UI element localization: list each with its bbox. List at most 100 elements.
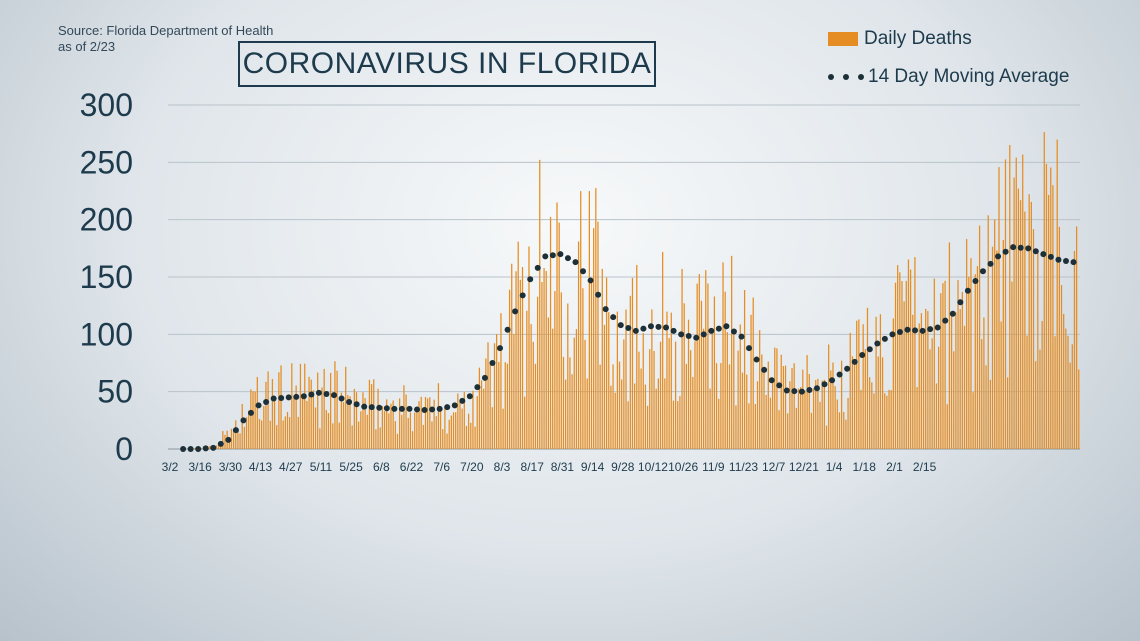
x-tick-label: 12/7 bbox=[762, 460, 786, 474]
daily-death-bar bbox=[925, 308, 927, 449]
daily-death-bar bbox=[396, 433, 399, 449]
moving-average-dot bbox=[180, 446, 187, 452]
daily-death-bar bbox=[222, 431, 224, 449]
y-tick-label: 300 bbox=[80, 87, 133, 123]
daily-death-bar bbox=[763, 366, 765, 449]
source-note: Source: Florida Department of Health as … bbox=[58, 23, 273, 55]
moving-average-dot bbox=[1070, 259, 1077, 266]
daily-death-bar bbox=[230, 428, 233, 449]
daily-death-bar bbox=[500, 313, 502, 449]
daily-death-bar bbox=[194, 448, 196, 449]
daily-death-bar bbox=[338, 422, 340, 449]
daily-death-bar bbox=[446, 433, 448, 449]
daily-death-bar bbox=[377, 388, 379, 449]
daily-death-bar bbox=[903, 301, 905, 449]
moving-average-dot bbox=[942, 317, 949, 324]
daily-death-bar bbox=[631, 277, 634, 449]
daily-death-bar bbox=[702, 328, 705, 449]
daily-death-bar bbox=[679, 396, 681, 449]
daily-death-bar bbox=[793, 363, 795, 449]
moving-average-dot bbox=[315, 389, 322, 396]
daily-death-bar bbox=[629, 295, 631, 449]
daily-death-bar bbox=[332, 423, 334, 449]
daily-death-bar bbox=[808, 373, 810, 449]
daily-death-bar bbox=[381, 406, 384, 449]
daily-death-bar bbox=[929, 349, 931, 449]
moving-average-dot bbox=[542, 253, 549, 260]
moving-average-dot bbox=[429, 406, 436, 413]
moving-average-dot bbox=[278, 394, 285, 401]
moving-average-dot bbox=[376, 404, 383, 411]
daily-death-bar bbox=[670, 312, 672, 449]
daily-death-bar bbox=[810, 412, 813, 449]
daily-death-bar bbox=[586, 378, 588, 449]
daily-death-bar bbox=[836, 399, 838, 449]
moving-average-dot bbox=[398, 405, 405, 412]
daily-death-bar bbox=[659, 341, 662, 449]
daily-death-bar bbox=[375, 429, 377, 449]
daily-death-bar bbox=[513, 334, 515, 449]
daily-death-bar bbox=[325, 410, 327, 449]
daily-death-bar bbox=[353, 388, 355, 449]
daily-death-bar bbox=[642, 333, 644, 449]
moving-average-dot bbox=[1062, 257, 1069, 264]
daily-death-bar bbox=[800, 387, 802, 449]
daily-death-bar bbox=[590, 282, 593, 449]
moving-average-dot bbox=[187, 446, 194, 452]
daily-death-bar bbox=[1037, 251, 1039, 449]
daily-death-bar bbox=[692, 377, 694, 449]
daily-death-bar bbox=[968, 276, 970, 449]
daily-death-bar bbox=[938, 346, 940, 449]
daily-death-bar bbox=[771, 377, 774, 449]
daily-death-bar bbox=[700, 300, 703, 449]
x-tick-label: 6/22 bbox=[400, 460, 424, 474]
daily-death-bar bbox=[1028, 194, 1030, 449]
daily-death-bar bbox=[797, 388, 800, 449]
moving-average-dot bbox=[866, 346, 873, 353]
daily-death-bar bbox=[1011, 281, 1013, 449]
moving-average-dot bbox=[979, 268, 986, 275]
daily-death-bar bbox=[1065, 328, 1067, 449]
daily-death-bar bbox=[569, 357, 571, 449]
daily-death-bar bbox=[957, 280, 959, 449]
daily-death-bar bbox=[877, 356, 879, 449]
daily-death-bar bbox=[828, 344, 830, 449]
x-tick-label: 2/1 bbox=[886, 460, 903, 474]
daily-death-bar bbox=[366, 414, 368, 449]
daily-death-bar bbox=[200, 448, 202, 449]
legend-label-bars: Daily Deaths bbox=[864, 28, 972, 49]
daily-death-bar bbox=[618, 361, 621, 449]
moving-average-dot bbox=[655, 323, 662, 330]
daily-death-bar bbox=[707, 283, 709, 449]
daily-death-bar bbox=[390, 403, 392, 449]
daily-death-bar bbox=[235, 420, 237, 449]
x-tick-label: 1/18 bbox=[853, 460, 877, 474]
daily-death-bar bbox=[933, 278, 935, 449]
daily-death-bar bbox=[869, 377, 871, 449]
daily-death-bar bbox=[450, 415, 452, 449]
daily-death-bar bbox=[860, 389, 862, 449]
y-tick-label: 200 bbox=[80, 202, 133, 238]
daily-death-bar bbox=[524, 396, 526, 449]
daily-death-bar bbox=[349, 396, 351, 449]
daily-death-bar bbox=[248, 410, 250, 449]
moving-average-dot bbox=[1017, 244, 1024, 251]
daily-death-bar bbox=[765, 394, 767, 449]
daily-death-bar bbox=[528, 246, 530, 449]
daily-death-bar bbox=[567, 303, 569, 449]
daily-death-bar bbox=[649, 349, 651, 449]
daily-death-bar bbox=[1035, 361, 1037, 449]
moving-average-dot bbox=[1047, 253, 1054, 260]
daily-death-bar bbox=[593, 228, 595, 449]
daily-death-bar bbox=[241, 403, 243, 449]
daily-death-bar bbox=[422, 424, 424, 449]
daily-death-bar bbox=[1067, 335, 1069, 449]
daily-death-bar bbox=[291, 363, 293, 449]
daily-death-bar bbox=[974, 274, 976, 449]
daily-death-bar bbox=[442, 429, 444, 449]
daily-death-bar bbox=[1009, 144, 1011, 449]
daily-death-bar bbox=[336, 370, 338, 449]
daily-death-bar bbox=[694, 341, 696, 449]
daily-death-bar bbox=[409, 412, 412, 449]
moving-average-dot bbox=[527, 276, 534, 283]
